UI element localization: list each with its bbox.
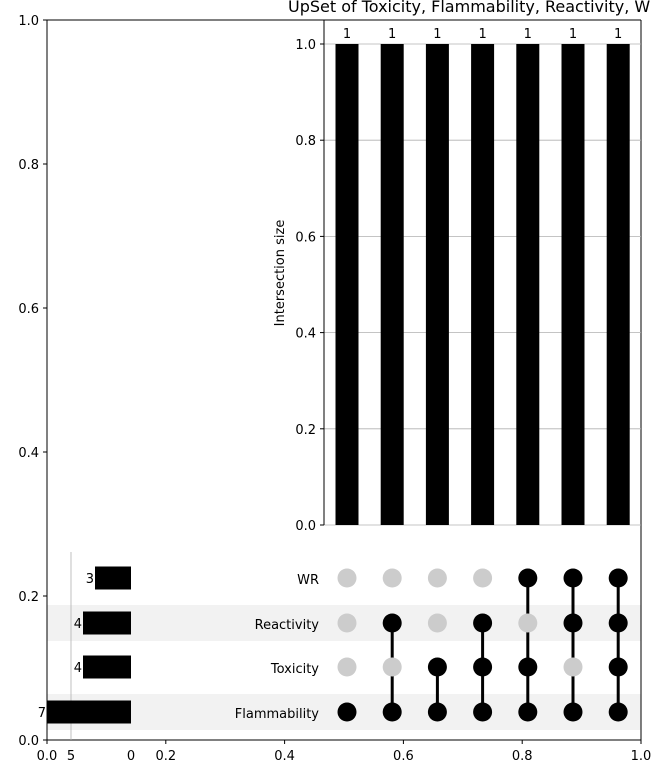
set-size-label: 4 bbox=[74, 617, 82, 632]
set-name-label: Flammability bbox=[235, 707, 320, 722]
outer-x-tick-label: 1.0 bbox=[631, 749, 652, 764]
matrix-dot-active bbox=[518, 657, 538, 677]
outer-y-tick-label: 0.8 bbox=[18, 158, 39, 173]
matrix-dot-active bbox=[608, 702, 628, 722]
intersection-bar-label: 1 bbox=[524, 27, 532, 42]
intersection-bar-label: 1 bbox=[614, 27, 622, 42]
set-size-bar bbox=[83, 611, 131, 635]
intersection-bar-label: 1 bbox=[569, 27, 577, 42]
outer-y-tick-label: 0.0 bbox=[18, 734, 39, 749]
intersection-bar-label: 1 bbox=[478, 27, 486, 42]
intersection-bar-label: 1 bbox=[343, 27, 351, 42]
outer-x-tick-label: 0.6 bbox=[393, 749, 414, 764]
set-size-bars bbox=[47, 566, 131, 724]
set-size-label: 4 bbox=[74, 661, 82, 676]
outer-y-tick-label: 0.4 bbox=[18, 446, 39, 461]
intersection-y-tick-label: 0.4 bbox=[295, 327, 316, 342]
matrix-dot-active bbox=[563, 613, 583, 633]
intersection-y-tick-label: 1.0 bbox=[295, 38, 316, 53]
matrix-dot-active bbox=[427, 657, 447, 677]
outer-y-tick-label: 1.0 bbox=[18, 14, 39, 29]
intersection-y-tick-label: 0.2 bbox=[295, 423, 316, 438]
intersection-bar bbox=[471, 44, 495, 525]
intersection-bar-labels: 1 1 1 1 1 1 1 bbox=[343, 27, 622, 42]
outer-x-tick-label: 0.2 bbox=[155, 749, 176, 764]
set-name-label: WR bbox=[297, 573, 319, 588]
matrix-dot-inactive bbox=[473, 568, 493, 588]
set-name-label: Reactivity bbox=[255, 618, 320, 633]
matrix-dot-inactive bbox=[337, 657, 357, 677]
intersection-matrix bbox=[337, 568, 628, 722]
set-size-bar bbox=[95, 566, 131, 590]
intersection-bars bbox=[335, 44, 630, 525]
outer-x-tick-label: 0.4 bbox=[274, 749, 295, 764]
intersection-bar bbox=[516, 44, 540, 525]
set-name-label: Toxicity bbox=[270, 662, 319, 677]
matrix-dot-inactive bbox=[427, 568, 447, 588]
set-size-x-tick-label: 0 bbox=[127, 749, 135, 764]
outer-y-tick-label: 0.6 bbox=[18, 302, 39, 317]
outer-axes: 0.0 0.2 0.4 0.6 0.8 1.0 0.0 0.2 0.4 0.6 0.8 1.0 bbox=[18, 14, 651, 764]
matrix-dot-active bbox=[563, 568, 583, 588]
outer-y-ticks: 0.0 0.2 0.4 0.6 0.8 1.0 bbox=[18, 14, 47, 749]
intersection-y-ticks: 0.0 0.2 0.4 0.6 0.8 1.0 bbox=[295, 38, 324, 534]
intersection-bar bbox=[335, 44, 359, 525]
intersection-y-tick-label: 0.6 bbox=[295, 230, 316, 245]
matrix-dot-inactive bbox=[427, 613, 447, 633]
matrix-dot-active bbox=[382, 613, 402, 633]
outer-x-ticks: 0.0 0.2 0.4 0.6 0.8 1.0 bbox=[37, 740, 652, 764]
set-names: WR Reactivity Toxicity Flammability bbox=[235, 573, 320, 722]
matrix-dot-active bbox=[608, 568, 628, 588]
intersection-y-label: Intersection size bbox=[273, 220, 288, 327]
matrix-dot-active bbox=[473, 613, 493, 633]
matrix-dot-active bbox=[473, 657, 493, 677]
matrix-dot-inactive bbox=[337, 568, 357, 588]
matrix-dot-inactive bbox=[337, 613, 357, 633]
intersection-bar-label: 1 bbox=[388, 27, 396, 42]
intersection-bar bbox=[380, 44, 404, 525]
set-size-labels: 3 4 4 7 bbox=[38, 572, 94, 721]
matrix-dot-active bbox=[608, 657, 628, 677]
outer-x-tick-label: 0.0 bbox=[37, 749, 58, 764]
set-size-label: 3 bbox=[86, 572, 94, 587]
intersection-y-tick-label: 0.0 bbox=[295, 519, 316, 534]
matrix-dot-active bbox=[518, 702, 538, 722]
matrix-dot-inactive bbox=[518, 613, 538, 633]
chart-title: UpSet of Toxicity, Flammability, Reactiv… bbox=[288, 0, 650, 16]
intersection-bar bbox=[425, 44, 449, 525]
matrix-dot-active bbox=[473, 702, 493, 722]
matrix-dot-active bbox=[427, 702, 447, 722]
matrix-dot-active bbox=[382, 702, 402, 722]
outer-y-tick-label: 0.2 bbox=[18, 590, 39, 605]
matrix-dot-active bbox=[518, 568, 538, 588]
set-size-x-tick-label: 5 bbox=[67, 749, 75, 764]
intersection-bar bbox=[561, 44, 585, 525]
set-size-label: 7 bbox=[38, 706, 46, 721]
outer-x-tick-label: 0.8 bbox=[512, 749, 533, 764]
matrix-dot-active bbox=[608, 613, 628, 633]
matrix-dot-active bbox=[563, 702, 583, 722]
matrix-dot-inactive bbox=[382, 657, 402, 677]
matrix-dot-active bbox=[337, 702, 357, 722]
matrix-dot-inactive bbox=[563, 657, 583, 677]
intersection-bar-label: 1 bbox=[433, 27, 441, 42]
intersection-y-tick-label: 0.8 bbox=[295, 134, 316, 149]
set-size-bar bbox=[47, 700, 131, 724]
intersection-bar bbox=[606, 44, 630, 525]
set-size-bar bbox=[83, 655, 131, 679]
set-size-x-ticks: 05 bbox=[67, 749, 135, 764]
matrix-dot-inactive bbox=[382, 568, 402, 588]
